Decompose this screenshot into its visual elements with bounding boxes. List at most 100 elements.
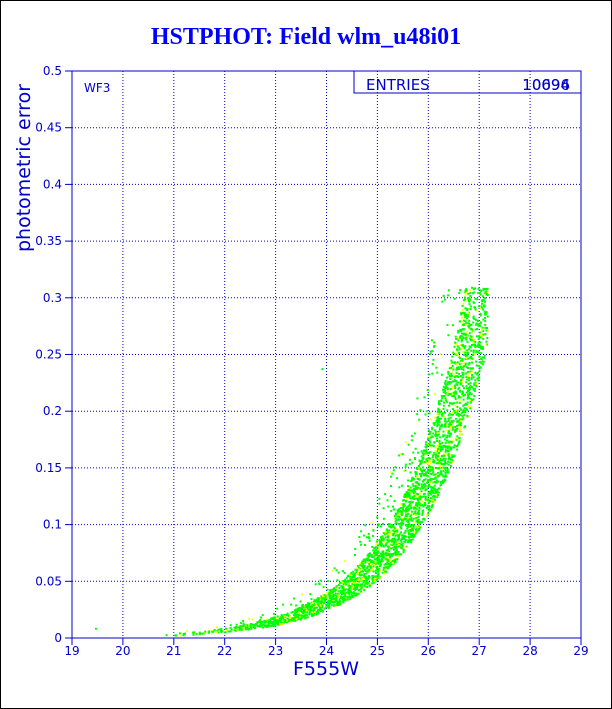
data-point xyxy=(351,576,354,578)
data-point xyxy=(478,377,481,379)
data-point xyxy=(470,335,473,338)
data-point xyxy=(394,534,397,537)
data-point xyxy=(292,614,295,617)
data-point xyxy=(410,532,413,535)
data-point xyxy=(377,523,380,526)
data-point xyxy=(376,546,379,549)
data-point xyxy=(342,591,345,594)
data-point xyxy=(410,510,413,513)
data-point xyxy=(317,611,319,614)
data-point xyxy=(302,606,305,609)
data-point xyxy=(465,291,468,294)
data-point xyxy=(427,494,430,497)
data-point xyxy=(375,577,378,580)
data-point xyxy=(446,469,449,472)
data-point xyxy=(416,466,418,469)
data-point xyxy=(451,361,454,364)
data-point xyxy=(468,379,471,382)
data-point xyxy=(447,294,450,297)
data-point xyxy=(444,474,446,477)
data-point xyxy=(402,536,405,539)
data-point xyxy=(424,443,427,446)
data-point xyxy=(465,288,468,291)
data-point xyxy=(470,378,473,381)
data-point xyxy=(452,387,455,390)
data-point xyxy=(409,529,412,532)
data-point xyxy=(461,382,463,385)
data-point xyxy=(388,539,390,542)
data-point xyxy=(348,587,351,590)
data-point xyxy=(444,399,447,402)
data-point xyxy=(367,532,370,535)
data-point xyxy=(438,465,441,468)
data-point xyxy=(320,595,323,598)
data-point xyxy=(464,351,466,354)
data-point xyxy=(443,395,446,397)
data-point xyxy=(451,385,454,388)
data-point xyxy=(308,602,311,605)
data-point xyxy=(466,354,469,357)
data-point xyxy=(341,596,344,599)
data-point xyxy=(411,476,414,479)
data-point xyxy=(412,485,415,488)
data-point xyxy=(462,368,465,371)
data-point xyxy=(427,468,429,471)
data-point xyxy=(464,409,466,412)
data-point xyxy=(452,411,455,414)
data-point xyxy=(415,502,418,505)
data-point xyxy=(444,471,447,474)
data-point xyxy=(464,345,467,348)
data-point xyxy=(472,354,474,356)
data-point xyxy=(456,401,459,404)
data-point xyxy=(480,358,483,361)
data-point xyxy=(481,326,484,329)
data-point xyxy=(354,572,357,575)
data-point xyxy=(438,445,441,448)
data-point xyxy=(182,634,185,637)
data-point xyxy=(472,387,475,390)
data-point xyxy=(377,548,380,551)
data-point xyxy=(408,492,411,495)
data-point xyxy=(423,461,426,463)
data-point xyxy=(486,315,489,318)
data-point xyxy=(382,554,385,557)
data-point xyxy=(457,329,460,332)
data-point xyxy=(464,316,467,318)
data-point xyxy=(467,395,470,398)
data-point xyxy=(395,529,398,532)
data-point xyxy=(448,375,451,378)
data-point xyxy=(366,582,369,585)
data-point xyxy=(425,474,428,477)
data-point xyxy=(361,577,364,580)
data-point xyxy=(449,388,452,391)
data-point xyxy=(420,483,423,486)
data-point xyxy=(447,453,450,456)
data-point xyxy=(401,519,404,522)
data-point xyxy=(247,628,250,631)
data-point xyxy=(431,444,434,447)
data-point xyxy=(462,372,465,375)
data-point xyxy=(468,348,471,351)
data-point xyxy=(474,297,477,300)
data-point xyxy=(459,399,462,402)
data-point xyxy=(415,487,418,490)
data-point xyxy=(310,598,313,601)
data-point xyxy=(443,390,446,393)
data-point xyxy=(387,531,390,534)
data-point xyxy=(470,376,473,379)
data-point xyxy=(297,609,300,612)
data-point xyxy=(304,616,307,619)
data-point xyxy=(361,566,364,569)
data-point xyxy=(458,428,461,431)
data-point xyxy=(388,537,391,540)
data-point xyxy=(438,460,441,462)
data-point xyxy=(311,604,313,607)
data-point xyxy=(409,525,412,528)
data-point xyxy=(354,582,357,585)
data-point xyxy=(419,467,422,470)
data-point xyxy=(306,616,309,619)
data-point xyxy=(281,616,284,619)
data-point xyxy=(300,617,303,620)
data-point xyxy=(306,607,309,610)
data-point xyxy=(423,492,426,495)
